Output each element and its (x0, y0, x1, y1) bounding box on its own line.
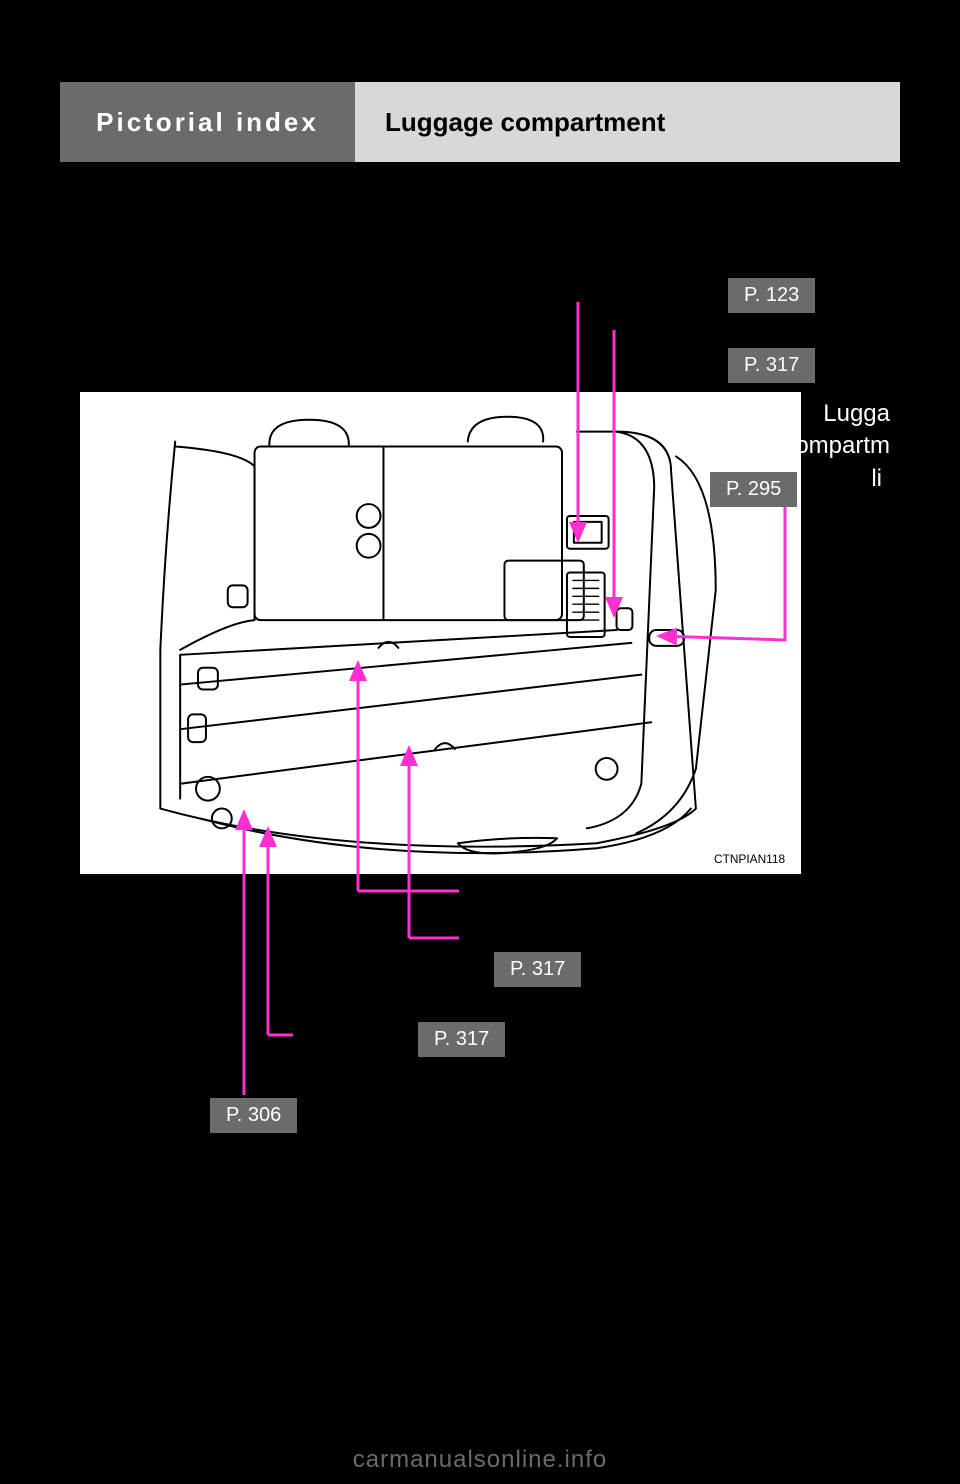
page-ref-p123: P. 123 (728, 278, 815, 313)
page-ref-p317-top: P. 317 (728, 348, 815, 383)
label-line3: li (720, 463, 890, 495)
label-lug-comp-light: Lugga compartm li (720, 398, 890, 495)
header-left: Pictorial index (60, 82, 355, 162)
header-right: Luggage compartment (355, 82, 900, 162)
illustration-svg: CTNPIAN118 (80, 392, 801, 874)
page-ref-p306: P. 306 (210, 1098, 297, 1133)
illustration-code: CTNPIAN118 (714, 852, 786, 866)
label-line2: compartm (720, 430, 890, 462)
label-line1: Lugga (720, 398, 890, 430)
page-ref-p317-low: P. 317 (418, 1022, 505, 1057)
watermark: carmanualsonline.info (0, 1446, 960, 1474)
page-ref-p317-mid: P. 317 (494, 952, 581, 987)
luggage-compartment-illustration: CTNPIAN118 (78, 390, 803, 876)
manual-page: Pictorial index Luggage compartment (0, 0, 960, 1484)
page-header: Pictorial index Luggage compartment (60, 82, 900, 162)
